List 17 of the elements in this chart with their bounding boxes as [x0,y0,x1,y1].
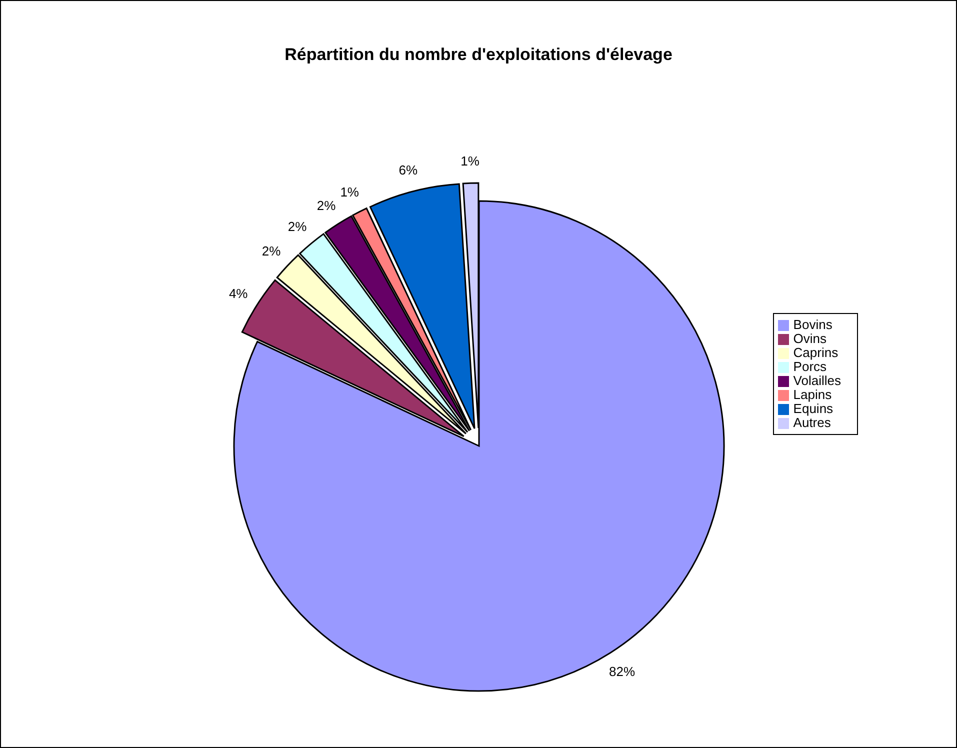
data-label: 82% [609,664,636,679]
legend-label: Bovins [793,317,832,332]
data-label: 2% [262,243,282,258]
legend-label: Porcs [793,359,827,374]
legend-label: Ovins [793,331,827,346]
legend-label: Equins [793,401,834,416]
data-label: 4% [228,286,248,301]
data-label: 1% [340,184,360,200]
data-label: 6% [398,162,418,178]
data-label: 2% [316,198,336,213]
legend-label: Volailles [793,373,841,388]
chart-title: Répartition du nombre d'exploitations d'élevage [284,45,674,65]
data-label: 2% [288,218,308,234]
legend-label: Lapins [793,387,832,402]
data-label: 1% [460,154,480,169]
legend-label: Autres [793,415,831,430]
legend-label: Caprins [793,345,838,360]
